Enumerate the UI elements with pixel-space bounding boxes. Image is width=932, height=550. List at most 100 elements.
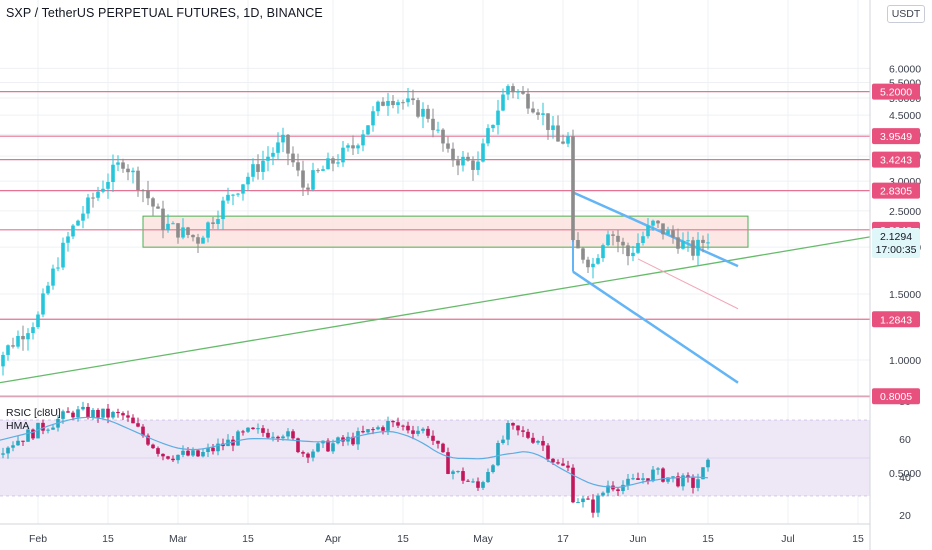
- candle-body: [46, 285, 50, 294]
- rsi-bar: [86, 406, 90, 418]
- rsi-bar: [556, 462, 560, 464]
- candle-body: [191, 234, 195, 238]
- rsi-bar: [286, 431, 290, 437]
- inner-pink-line: [637, 258, 739, 310]
- candle-body: [536, 112, 540, 115]
- rsi-bar: [276, 436, 280, 439]
- candle-body: [596, 258, 600, 264]
- candle-body: [331, 158, 335, 164]
- candle-body: [126, 168, 130, 173]
- candle-body: [26, 333, 30, 340]
- candle-body: [306, 187, 310, 190]
- candle-body: [701, 239, 705, 243]
- candle-body: [521, 91, 525, 94]
- rsi-bar: [426, 428, 430, 436]
- price-tick-label: 2.5000: [889, 206, 921, 218]
- candle-body: [651, 220, 655, 226]
- candle-body: [256, 164, 260, 172]
- rsi-bar: [26, 429, 30, 442]
- rsi-bar: [431, 435, 435, 441]
- rsi-bar: [306, 453, 310, 458]
- price-tick-label: 0.5000: [889, 468, 921, 480]
- candle-body: [546, 113, 550, 130]
- rsi-bar: [636, 478, 640, 480]
- candle-body: [271, 152, 275, 157]
- candle-body: [91, 197, 95, 199]
- candle-body: [436, 129, 440, 131]
- rsi-tick-label: 60: [899, 434, 911, 446]
- rsi-bar: [676, 476, 680, 487]
- level-badge: [872, 151, 920, 168]
- rsi-bar: [66, 411, 70, 413]
- rsi-bar: [536, 440, 540, 443]
- candle-body: [101, 188, 105, 192]
- currency-button[interactable]: USDT: [887, 5, 925, 23]
- rsi-bar: [416, 430, 420, 434]
- candle-body: [361, 134, 365, 146]
- candle-body: [261, 160, 265, 172]
- candle-body: [196, 237, 200, 244]
- rsi-bar: [411, 430, 415, 434]
- candle-body: [201, 237, 205, 244]
- candle-body: [401, 102, 405, 104]
- candle-body: [426, 108, 430, 119]
- rsi-bar: [201, 451, 205, 457]
- candle-body: [486, 128, 490, 144]
- candle-body: [526, 93, 530, 109]
- rsi-bar: [656, 468, 660, 470]
- time-tick-label: 15: [852, 533, 864, 545]
- time-tick-label: 15: [702, 533, 714, 545]
- price-badges: 5.20003.95493.42432.83052.22481.28430.80…: [872, 83, 920, 405]
- hma-line: [0, 416, 709, 489]
- rsi-bar: [691, 477, 695, 488]
- candle-body: [211, 222, 215, 224]
- rsi-bar: [421, 428, 425, 431]
- rsi-bar: [211, 447, 215, 452]
- price-tick-label: 6.0000: [889, 63, 921, 75]
- candle-body: [206, 222, 210, 238]
- rsi-bar: [331, 443, 335, 452]
- candle-body: [356, 145, 360, 149]
- candle-body: [301, 170, 305, 188]
- candle-body: [131, 170, 135, 173]
- candle-body: [581, 248, 585, 260]
- rsi-bar: [71, 412, 75, 418]
- rsi-bar: [401, 425, 405, 427]
- candle-body: [406, 98, 410, 103]
- candle-body: [376, 101, 380, 112]
- candle-body: [541, 113, 545, 115]
- rsi-bar: [571, 467, 575, 503]
- rsi-bar: [246, 427, 250, 432]
- rsi-bar: [701, 467, 705, 480]
- rsi-bar: [651, 469, 655, 482]
- rsi-bar: [386, 421, 390, 431]
- candle-body: [66, 236, 70, 243]
- level-badge-label: 2.8305: [880, 186, 912, 198]
- hma-indicator-label[interactable]: HMA: [6, 420, 30, 432]
- rsi-bar: [381, 427, 385, 431]
- price-tick-label: 1.0000: [889, 355, 921, 367]
- candle-body: [706, 242, 710, 244]
- rsi-bar: [526, 431, 530, 438]
- rsi-bar: [456, 471, 460, 473]
- candle-body: [571, 136, 575, 241]
- rsi-bar: [216, 443, 220, 452]
- rsi-bar: [376, 427, 380, 430]
- candle-body: [241, 184, 245, 194]
- rsi-tick-label: 40: [899, 472, 911, 484]
- rsi-bar: [261, 428, 265, 433]
- rsi-bar: [371, 429, 375, 431]
- rsi-bar: [531, 437, 535, 443]
- candle-body: [616, 235, 620, 242]
- rsi-bar: [171, 458, 175, 461]
- candle-body: [566, 136, 570, 144]
- time-tick-label: 15: [242, 533, 254, 545]
- rsi-bar: [391, 421, 395, 423]
- candle-body: [136, 170, 140, 191]
- rsi-bar: [61, 411, 65, 419]
- rsi-indicator-label[interactable]: RSIC [cl8U]: [6, 407, 61, 419]
- candle-body: [656, 220, 660, 224]
- rsi-bar: [161, 453, 165, 457]
- candle-body: [296, 162, 300, 171]
